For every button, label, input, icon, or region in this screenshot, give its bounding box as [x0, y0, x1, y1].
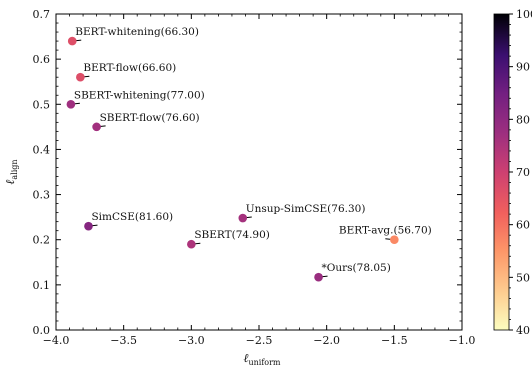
x-axis-label: ℓuniform: [243, 351, 280, 367]
point-label: BERT-flow(66.60): [83, 62, 176, 74]
data-point: [238, 213, 248, 223]
data-points: BERT-whitening(66.30) BERT-flow(66.60) SBE…: [66, 26, 432, 282]
x-tick-label: −3.5: [110, 334, 137, 347]
colorbar-tick-label: 60: [516, 219, 530, 232]
colorbar: [493, 13, 510, 331]
data-point: [66, 99, 76, 109]
y-axis-ticks: 0.0 0.1 0.2 0.3 0.4 0.5 0.6 0.7: [33, 8, 462, 337]
x-tick-label: −4.0: [43, 334, 70, 347]
x-axis-label-sub: uniform: [248, 358, 280, 367]
x-tick-label: −1.0: [449, 334, 476, 347]
colorbar-tick-label: 40: [516, 324, 530, 337]
data-point: [314, 272, 323, 282]
colorbar-tick-label: 100: [516, 8, 532, 21]
colorbar-tick-label: 80: [516, 113, 530, 126]
y-tick-label: 0.5: [33, 98, 51, 111]
x-axis-label-main: ℓ: [243, 351, 248, 365]
colorbar-ticks: 40 50 60 70 80 90 100: [509, 8, 532, 337]
y-axis-label-sub: align: [10, 159, 19, 179]
data-point: [67, 36, 77, 46]
data-point: [76, 72, 85, 82]
point-label: Unsup-SimCSE(76.30): [246, 203, 366, 215]
colorbar-tick-label: 50: [516, 271, 530, 284]
x-tick-label: −1.5: [381, 334, 408, 347]
point-label: *Ours(78.05): [322, 262, 391, 274]
y-tick-label: 0.2: [33, 234, 51, 247]
point-label: SBERT(74.90): [194, 229, 270, 241]
x-tick-label: −3.0: [178, 334, 205, 347]
y-tick-label: 0.6: [33, 53, 51, 66]
y-tick-label: 0.7: [33, 8, 51, 21]
x-tick-label: −2.0: [313, 334, 340, 347]
point-label: BERT-whitening(66.30): [75, 26, 199, 38]
colorbar-tick-label: 70: [516, 166, 530, 179]
y-tick-label: 0.3: [33, 189, 51, 202]
data-point: [92, 122, 101, 132]
data-point: [187, 239, 196, 249]
y-axis-label-main: ℓ: [3, 180, 17, 185]
y-tick-label: 0.4: [33, 143, 51, 156]
point-label: SBERT-whitening(77.00): [74, 89, 205, 101]
y-tick-label: 0.0: [33, 324, 51, 337]
data-point: [390, 235, 399, 245]
plot-area-frame: [55, 13, 463, 331]
y-axis-label: ℓalign: [3, 159, 19, 184]
x-tick-label: −2.5: [246, 334, 273, 347]
point-label: BERT-avg.(56.70): [339, 225, 432, 237]
data-point: [84, 221, 93, 231]
point-label: SimCSE(81.60): [91, 211, 173, 223]
point-label: SBERT-flow(76.60): [100, 112, 200, 124]
colorbar-tick-label: 90: [516, 61, 530, 74]
y-tick-label: 0.1: [33, 279, 51, 292]
